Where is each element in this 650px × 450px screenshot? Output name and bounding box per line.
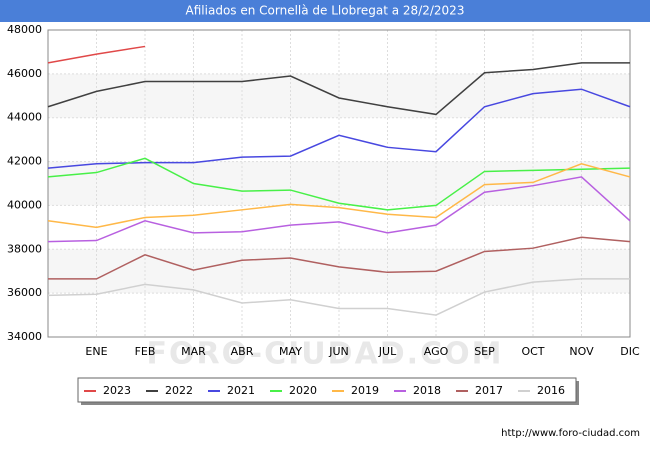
x-tick-label: OCT bbox=[521, 345, 544, 358]
y-tick-label: 42000 bbox=[7, 155, 42, 168]
legend-label: 2016 bbox=[537, 384, 565, 397]
series-line bbox=[47, 162, 631, 229]
y-tick-label: 38000 bbox=[7, 242, 42, 255]
legend-box bbox=[77, 377, 577, 403]
series-line bbox=[47, 45, 146, 64]
series-line bbox=[47, 62, 630, 116]
x-tick-label: MAR bbox=[181, 345, 206, 358]
y-tick-label: 44000 bbox=[7, 111, 42, 124]
series-line bbox=[47, 176, 631, 243]
legend-label: 2018 bbox=[413, 384, 441, 397]
x-tick-label: MAY bbox=[279, 345, 302, 358]
chart-title: Afiliados en Cornellà de Llobregat a 28/… bbox=[186, 4, 465, 18]
legend-label: 2021 bbox=[227, 384, 255, 397]
x-tick-label: ABR bbox=[231, 345, 254, 358]
plot-frame bbox=[47, 29, 631, 338]
legend-label: 2017 bbox=[475, 384, 503, 397]
y-tick-label: 40000 bbox=[7, 198, 42, 211]
y-tick-label: 34000 bbox=[7, 330, 42, 343]
x-tick-label: NOV bbox=[569, 345, 594, 358]
x-tick-label: JUN bbox=[328, 345, 349, 358]
series-line bbox=[48, 236, 631, 280]
x-tick-label: SEP bbox=[474, 345, 495, 358]
y-tick-label: 48000 bbox=[7, 23, 42, 36]
x-tick-label: DIC bbox=[620, 345, 640, 358]
series-line bbox=[47, 278, 630, 316]
x-tick-label: AGO bbox=[424, 345, 449, 358]
series-line bbox=[47, 88, 631, 169]
x-tick-label: JUL bbox=[378, 345, 397, 358]
legend-label: 2019 bbox=[351, 384, 379, 397]
legend-label: 2020 bbox=[289, 384, 317, 397]
legend-label: 2022 bbox=[165, 384, 193, 397]
series-line bbox=[47, 157, 631, 211]
y-tick-label: 36000 bbox=[7, 286, 42, 299]
legend-label: 2023 bbox=[103, 384, 131, 397]
x-tick-label: ENE bbox=[85, 345, 107, 358]
title-bar bbox=[0, 0, 650, 22]
watermark: FORO-CIUDAD.COM bbox=[147, 337, 504, 372]
source: http://www.foro-ciudad.com bbox=[501, 428, 640, 439]
x-tick-label: FEB bbox=[135, 345, 156, 358]
y-tick-label: 46000 bbox=[7, 67, 42, 80]
